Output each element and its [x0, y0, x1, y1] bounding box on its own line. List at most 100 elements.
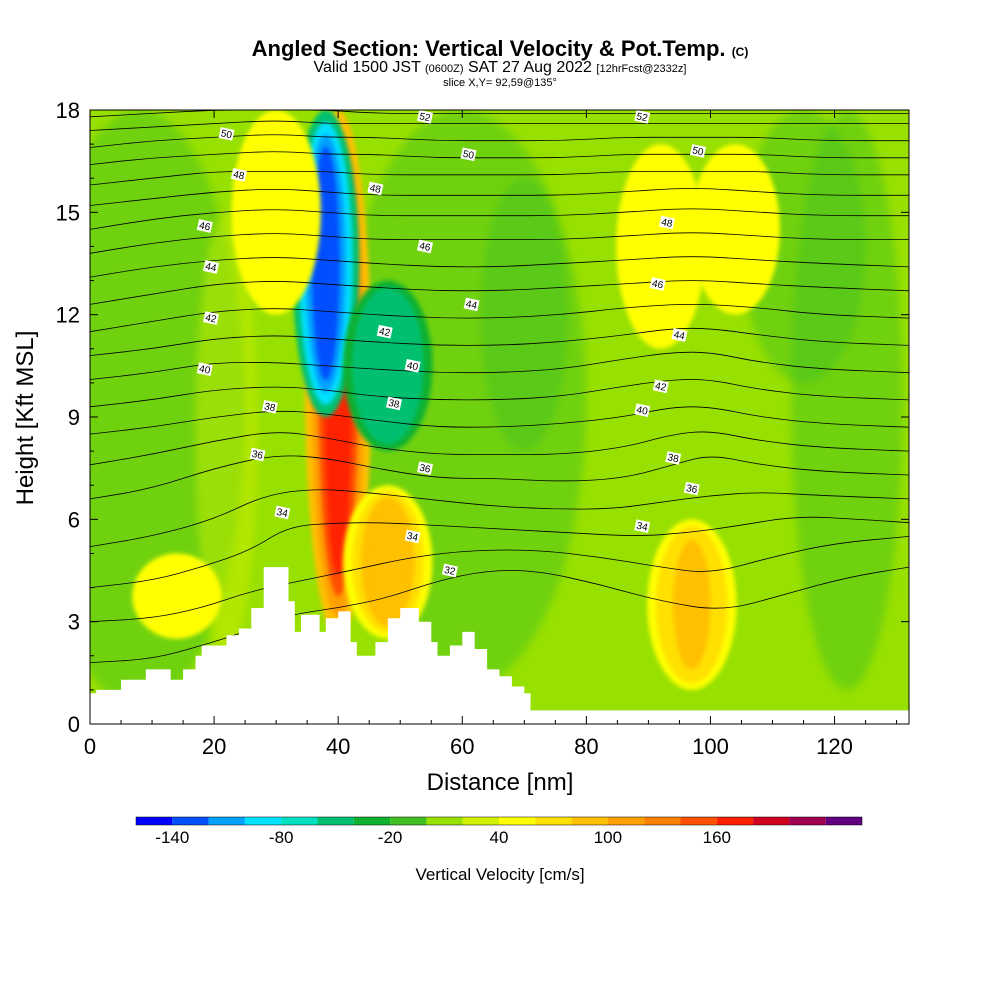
isentrope-37: [90, 431, 909, 466]
isentrope-label: 40: [404, 358, 421, 373]
svg-text:34: 34: [406, 531, 420, 544]
isentrope-36: [90, 455, 909, 500]
isentrope-47: [90, 188, 909, 206]
svg-text:42: 42: [654, 381, 668, 394]
isentrope-33: [90, 536, 909, 623]
isentrope-label: 50: [218, 127, 235, 142]
colorbar-swatch: [390, 817, 427, 825]
x-tick-label: 0: [84, 734, 96, 759]
svg-text:48: 48: [369, 183, 383, 196]
x-tick-label: 40: [326, 734, 350, 759]
x-tick-label: 20: [202, 734, 226, 759]
svg-text:44: 44: [465, 299, 479, 312]
isentrope-38: [90, 406, 909, 435]
velocity-updraft: [647, 519, 737, 690]
svg-text:38: 38: [387, 398, 401, 411]
isentrope-label: 40: [634, 403, 651, 418]
colorbar-swatch: [426, 817, 463, 825]
x-tick-label: 120: [816, 734, 853, 759]
isentrope-label: 36: [249, 447, 266, 462]
colorbar-swatch: [317, 817, 354, 825]
chart-slice-info: slice X,Y= 92,59@135°: [443, 77, 557, 89]
isentrope-44: [90, 256, 909, 278]
isentrope-labels: 52 52 50 50 50 48 48 48 46 46 46 44 44 44 42 42 42 40 40 40…: [196, 110, 706, 578]
x-tick-label: 100: [692, 734, 729, 759]
colorbar-swatch: [353, 817, 391, 825]
isentrope-label: 48: [659, 215, 675, 230]
colorbar-swatch: [571, 817, 608, 825]
colorbar: -140 -80 -20 40 100 160: [135, 816, 863, 847]
chart-subtitle: Valid 1500 JST (0600Z) SAT 27 Aug 2022 […: [313, 59, 687, 76]
x-tick-label: 60: [450, 734, 474, 759]
y-tick-label: 6: [68, 507, 80, 532]
isentrope-label: 44: [671, 328, 688, 343]
isentrope-35: [90, 489, 909, 547]
isentrope-label: 38: [665, 451, 682, 466]
x-axis-label: Distance [nm]: [427, 769, 574, 796]
isentrope-46: [90, 208, 909, 230]
isentrope-label: 42: [652, 379, 669, 394]
svg-text:48: 48: [232, 169, 246, 182]
colorbar-swatch: [607, 817, 645, 825]
svg-text:50: 50: [691, 145, 705, 158]
colorbar-tick-label: 100: [594, 828, 622, 847]
isentrope-label: 34: [404, 529, 421, 544]
svg-text:34: 34: [276, 507, 290, 520]
isentrope-41: [90, 327, 909, 356]
isentrope-42: [90, 303, 909, 333]
colorbar-swatch: [789, 817, 826, 825]
svg-text:36: 36: [418, 463, 432, 476]
isentrope-label: 44: [463, 297, 480, 312]
isentrope-label: 38: [261, 399, 278, 414]
svg-text:46: 46: [651, 278, 665, 291]
colorbar-swatch: [499, 817, 536, 825]
isentrope-label: 38: [386, 396, 402, 411]
velocity-updraft: [690, 144, 780, 315]
colorbar-tick-label: 160: [703, 828, 731, 847]
y-tick-label: 15: [56, 200, 80, 225]
x-tick-label: 80: [574, 734, 598, 759]
svg-text:38: 38: [666, 452, 680, 465]
colorbar-swatch: [753, 817, 790, 825]
velocity-updraft: [132, 553, 222, 639]
isentrope-label: 46: [417, 239, 433, 254]
colorbar-tick-label: 40: [490, 828, 509, 847]
velocity-contour: [369, 301, 407, 431]
isentrope-label: 36: [683, 481, 700, 496]
velocity-updraft: [616, 144, 706, 349]
y-tick-label: 12: [56, 303, 80, 328]
isentrope-label: 42: [203, 311, 219, 326]
svg-text:50: 50: [220, 128, 234, 141]
velocity-updraft: [231, 110, 321, 315]
isentrope-label: 50: [460, 147, 477, 162]
svg-text:46: 46: [198, 220, 212, 233]
isentrope-label: 36: [417, 461, 433, 476]
isentrope-52: [90, 110, 909, 118]
svg-text:36: 36: [251, 449, 265, 462]
terrain-mask: [90, 567, 909, 724]
svg-text:42: 42: [378, 326, 392, 339]
isentrope-label: 46: [649, 277, 666, 292]
svg-text:32: 32: [443, 565, 457, 578]
isentrope-label: 52: [634, 110, 651, 124]
isentrope-label: 40: [196, 362, 213, 377]
colorbar-swatch: [825, 817, 862, 825]
svg-text:52: 52: [635, 111, 649, 124]
velocity-band: [480, 178, 568, 452]
x-axis: 0 20 40 60 80 100 120: [84, 110, 898, 759]
colorbar-swatch: [716, 817, 754, 825]
velocity-contour: [673, 539, 711, 670]
isentrope-label: 34: [634, 519, 651, 534]
y-tick-label: 9: [68, 405, 80, 430]
svg-text:40: 40: [635, 405, 649, 418]
colorbar-swatch: [535, 817, 572, 825]
isentrope-label: 42: [376, 324, 393, 339]
svg-text:44: 44: [673, 330, 687, 343]
isentrope-label: 34: [274, 505, 291, 520]
velocity-contour: [257, 134, 295, 291]
isentrope-label: 44: [203, 260, 219, 275]
isentrope-label: 32: [441, 563, 458, 578]
isentrope-label: 52: [417, 110, 433, 124]
isentrope-label: 46: [196, 219, 213, 234]
